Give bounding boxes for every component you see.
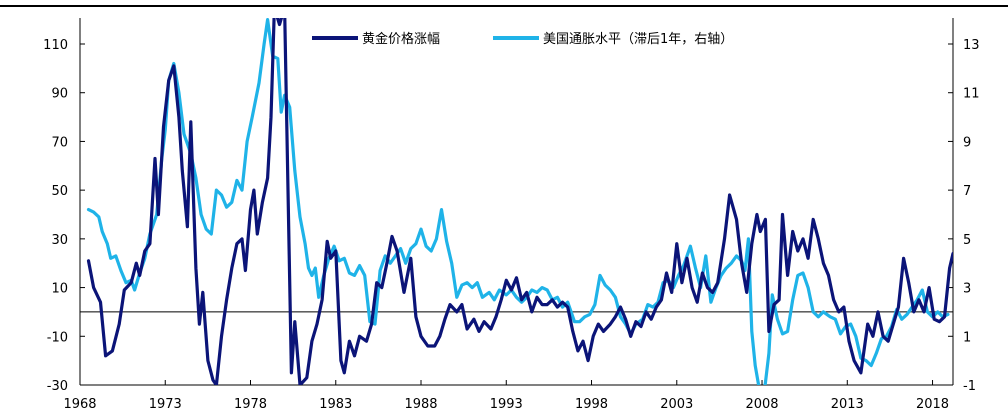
y-left-tick-label: 50 [51,184,68,199]
x-tick-label: 1983 [319,397,352,412]
y-left-tick-label: 110 [43,38,68,53]
x-tick-label: 2008 [745,397,778,412]
x-tick-label: 1968 [63,397,96,412]
x-tick-label: 1988 [404,397,437,412]
y-right-tick-label: 1 [963,330,971,345]
y-right-tick-label: 9 [963,135,971,150]
legend-label-gold: 黄金价格涨幅 [362,31,440,47]
x-tick-label: 1998 [575,397,608,412]
x-tick-label: 2018 [916,397,949,412]
y-left-tick-label: 10 [51,282,68,297]
y-right-tick-label: 11 [963,87,980,102]
x-tick-label: 1978 [234,397,267,412]
y-left-tick-label: 30 [51,233,68,248]
y-left-tick-label: 90 [51,87,68,102]
y-right-tick-label: 5 [963,233,971,248]
y-right-tick-label: 7 [963,184,971,199]
y-left-tick-label: -10 [47,330,68,345]
x-tick-label: 2003 [660,397,693,412]
x-tick-label: 1993 [490,397,523,412]
y-left-tick-label: 70 [51,135,68,150]
x-tick-label: 1973 [149,397,182,412]
chart-series [86,18,953,385]
chart-legend: 黄金价格涨幅 美国通胀水平（滞后1年，右轴） [312,31,733,47]
y-right-tick-label: 3 [963,282,971,297]
x-tick-label: 2013 [831,397,864,412]
y-right-tick-label: 13 [963,38,980,53]
y-right-tick-label: -1 [963,379,976,394]
y-left-tick-label: -30 [47,379,68,394]
series-line-us-inflation [86,18,950,385]
series-line-gold-price-change [86,18,953,385]
legend-label-inflation: 美国通胀水平（滞后1年，右轴） [543,32,733,47]
